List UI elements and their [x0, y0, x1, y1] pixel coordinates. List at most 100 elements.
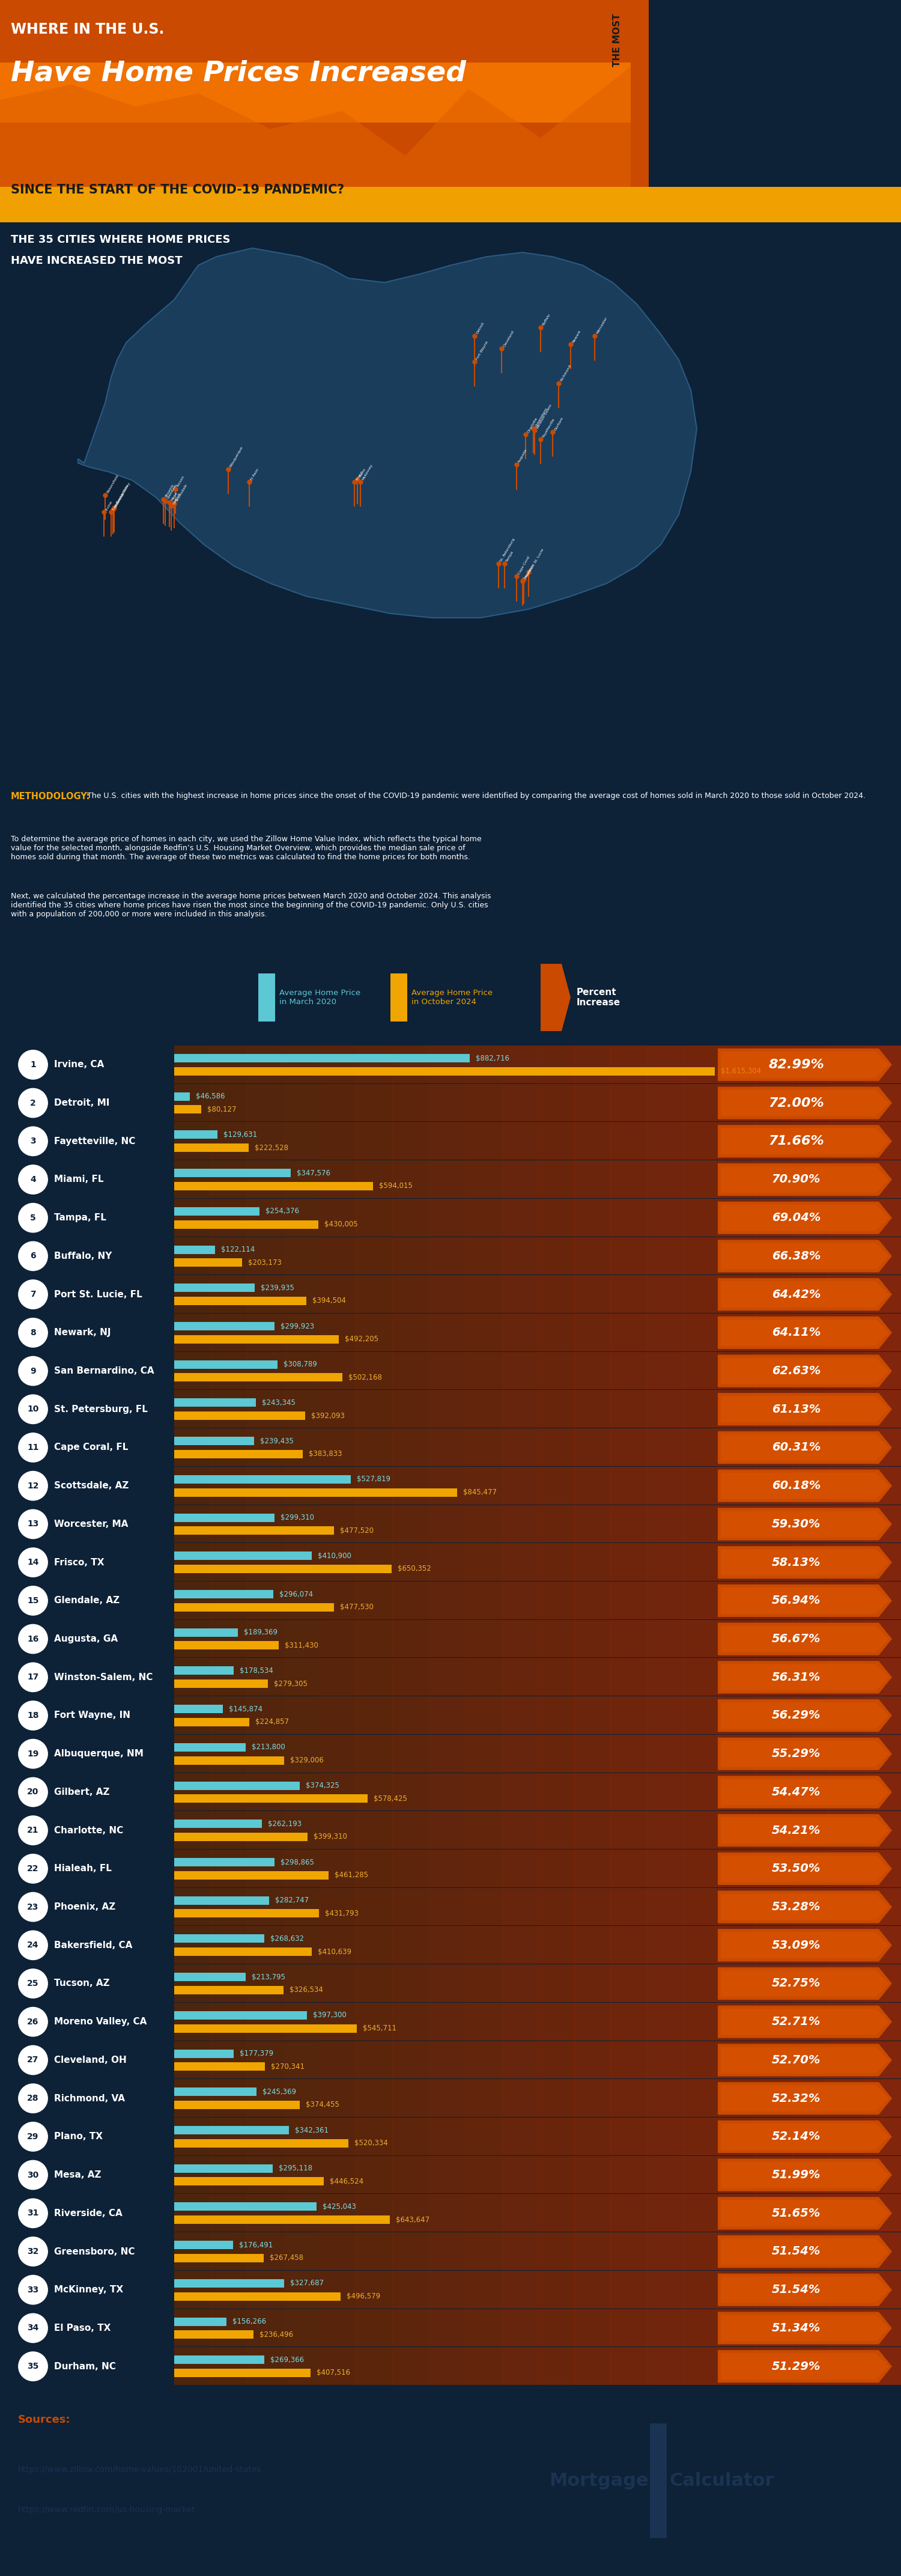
- Bar: [320, 2269, 357, 2308]
- Bar: [429, 2347, 466, 2385]
- Bar: [865, 1084, 901, 1123]
- Text: Port St. Lucie, FL: Port St. Lucie, FL: [54, 1291, 142, 1298]
- Bar: [756, 2347, 793, 2385]
- Text: 3: 3: [30, 1136, 36, 1146]
- Bar: [756, 1504, 793, 1543]
- Bar: [174, 2087, 256, 2097]
- Bar: [174, 1296, 306, 1306]
- Circle shape: [19, 1777, 48, 1806]
- Bar: [320, 1504, 357, 1543]
- Bar: [465, 2195, 502, 2233]
- Bar: [792, 1927, 829, 1965]
- Text: Cape Coral, FL: Cape Coral, FL: [54, 1443, 128, 1453]
- Bar: [683, 2040, 720, 2079]
- Bar: [792, 1965, 829, 2002]
- Text: 51.65%: 51.65%: [772, 2208, 821, 2218]
- Bar: [756, 2079, 793, 2117]
- Bar: [792, 1314, 829, 1352]
- Bar: [538, 1198, 575, 1236]
- Text: https://www.zillow.com/home-values/102001/united-states: https://www.zillow.com/home-values/10200…: [18, 2465, 261, 2473]
- Bar: [174, 1360, 278, 1368]
- Bar: [247, 1084, 284, 1123]
- Bar: [247, 2233, 284, 2269]
- Bar: [683, 1734, 720, 1772]
- Bar: [792, 1430, 829, 1466]
- Text: $446,524: $446,524: [330, 2177, 363, 2184]
- Bar: [174, 1718, 250, 1726]
- Bar: [211, 2233, 248, 2269]
- Bar: [356, 2269, 393, 2308]
- Bar: [828, 2002, 865, 2040]
- Bar: [719, 1236, 756, 1275]
- Text: Irvine: Irvine: [105, 500, 114, 510]
- Circle shape: [19, 2200, 48, 2228]
- Text: 4: 4: [30, 1175, 36, 1185]
- Bar: [283, 1391, 320, 1430]
- Bar: [683, 1811, 720, 1850]
- Bar: [211, 1582, 248, 1620]
- Bar: [320, 1734, 357, 1772]
- Bar: [501, 2040, 538, 2079]
- Text: Gilbert: Gilbert: [172, 492, 181, 505]
- Bar: [174, 1832, 308, 1842]
- Text: $176,491: $176,491: [240, 2241, 273, 2249]
- Bar: [647, 2079, 684, 2117]
- Bar: [683, 1123, 720, 1159]
- Polygon shape: [721, 2200, 889, 2226]
- Circle shape: [19, 1471, 48, 1499]
- Bar: [174, 2063, 265, 2071]
- Bar: [538, 2079, 575, 2117]
- Text: $492,205: $492,205: [345, 1334, 378, 1342]
- Bar: [828, 1198, 865, 1236]
- Text: 22: 22: [27, 1865, 39, 1873]
- Bar: [247, 2117, 284, 2156]
- Text: Glendale, AZ: Glendale, AZ: [54, 1597, 120, 1605]
- Bar: [647, 1888, 684, 1927]
- Bar: [610, 2195, 647, 2233]
- Bar: [647, 1659, 684, 1698]
- Bar: [392, 2347, 429, 2385]
- Bar: [538, 1698, 575, 1734]
- Circle shape: [19, 1739, 48, 1767]
- Bar: [756, 1772, 793, 1811]
- Text: $268,632: $268,632: [270, 1935, 304, 1942]
- Bar: [756, 1927, 793, 1965]
- Text: Winston-Salem: Winston-Salem: [536, 404, 552, 430]
- Bar: [247, 1391, 284, 1430]
- Bar: [211, 1543, 248, 1582]
- Bar: [283, 2308, 320, 2347]
- Text: $527,819: $527,819: [357, 1476, 390, 1484]
- Circle shape: [19, 1394, 48, 1425]
- Bar: [174, 2156, 211, 2195]
- Text: 51.34%: 51.34%: [772, 2324, 821, 2334]
- Bar: [828, 1772, 865, 1811]
- Circle shape: [19, 1929, 48, 1960]
- Bar: [247, 2002, 284, 2040]
- Text: $392,093: $392,093: [312, 1412, 345, 1419]
- Bar: [610, 2233, 647, 2269]
- Text: 52.71%: 52.71%: [772, 2017, 821, 2027]
- Bar: [610, 1046, 647, 1084]
- Bar: [865, 1391, 901, 1430]
- Bar: [828, 1314, 865, 1352]
- Bar: [356, 1430, 393, 1466]
- Bar: [719, 2269, 756, 2308]
- Bar: [501, 1198, 538, 1236]
- Bar: [792, 1123, 829, 1159]
- Bar: [283, 1772, 320, 1811]
- Bar: [865, 1965, 901, 2002]
- Text: San Bernardino, CA: San Bernardino, CA: [54, 1365, 154, 1376]
- Circle shape: [19, 2313, 48, 2342]
- Circle shape: [19, 1164, 48, 1195]
- Bar: [683, 1850, 720, 1888]
- Polygon shape: [0, 67, 631, 222]
- Bar: [174, 2025, 357, 2032]
- Bar: [756, 1352, 793, 1391]
- Bar: [356, 1734, 393, 1772]
- Polygon shape: [0, 62, 631, 121]
- Bar: [828, 1927, 865, 1965]
- Bar: [501, 1275, 538, 1314]
- Bar: [174, 1123, 211, 1159]
- Bar: [429, 1275, 466, 1314]
- Bar: [538, 1850, 575, 1888]
